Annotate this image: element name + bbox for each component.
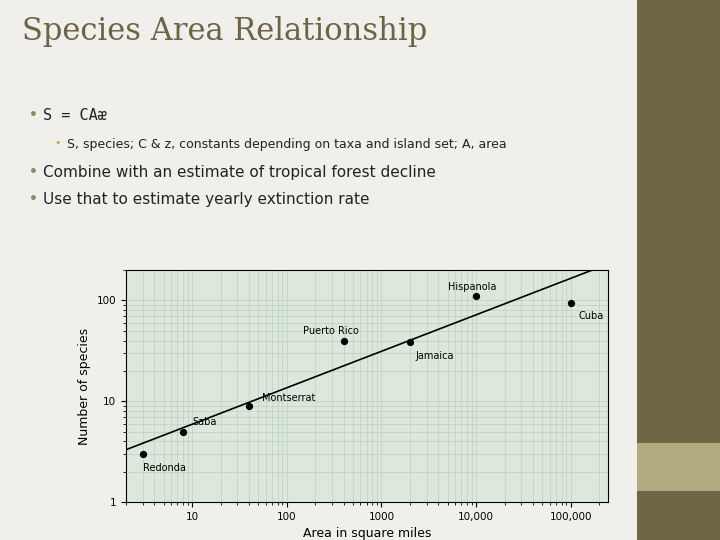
Text: Use that to estimate yearly extinction rate: Use that to estimate yearly extinction r…: [43, 192, 369, 207]
Text: •: •: [54, 138, 60, 148]
Text: Redonda: Redonda: [143, 463, 186, 472]
Point: [243, 402, 255, 410]
Point: [137, 450, 148, 458]
Point: [565, 298, 577, 307]
Text: Puerto Rico: Puerto Rico: [303, 326, 359, 336]
Point: [338, 336, 349, 345]
Text: •: •: [29, 108, 37, 122]
Point: [404, 338, 415, 346]
X-axis label: Area in square miles: Area in square miles: [303, 528, 431, 540]
Text: Species Area Relationship: Species Area Relationship: [22, 16, 427, 47]
Text: Saba: Saba: [192, 417, 217, 427]
Y-axis label: Number of species: Number of species: [78, 328, 91, 444]
Point: [177, 427, 189, 436]
Point: [470, 292, 482, 301]
Text: Combine with an estimate of tropical forest decline: Combine with an estimate of tropical for…: [43, 165, 436, 180]
Text: Cuba: Cuba: [578, 311, 603, 321]
Text: Jamaica: Jamaica: [415, 351, 454, 361]
Text: S = CAᴂ: S = CAᴂ: [43, 108, 107, 123]
Text: •: •: [29, 165, 37, 179]
Text: Hispanola: Hispanola: [448, 282, 496, 292]
Text: S, species; C & z, constants depending on taxa and island set; A, area: S, species; C & z, constants depending o…: [67, 138, 507, 151]
Text: •: •: [29, 192, 37, 206]
Text: Montserrat: Montserrat: [262, 393, 315, 403]
